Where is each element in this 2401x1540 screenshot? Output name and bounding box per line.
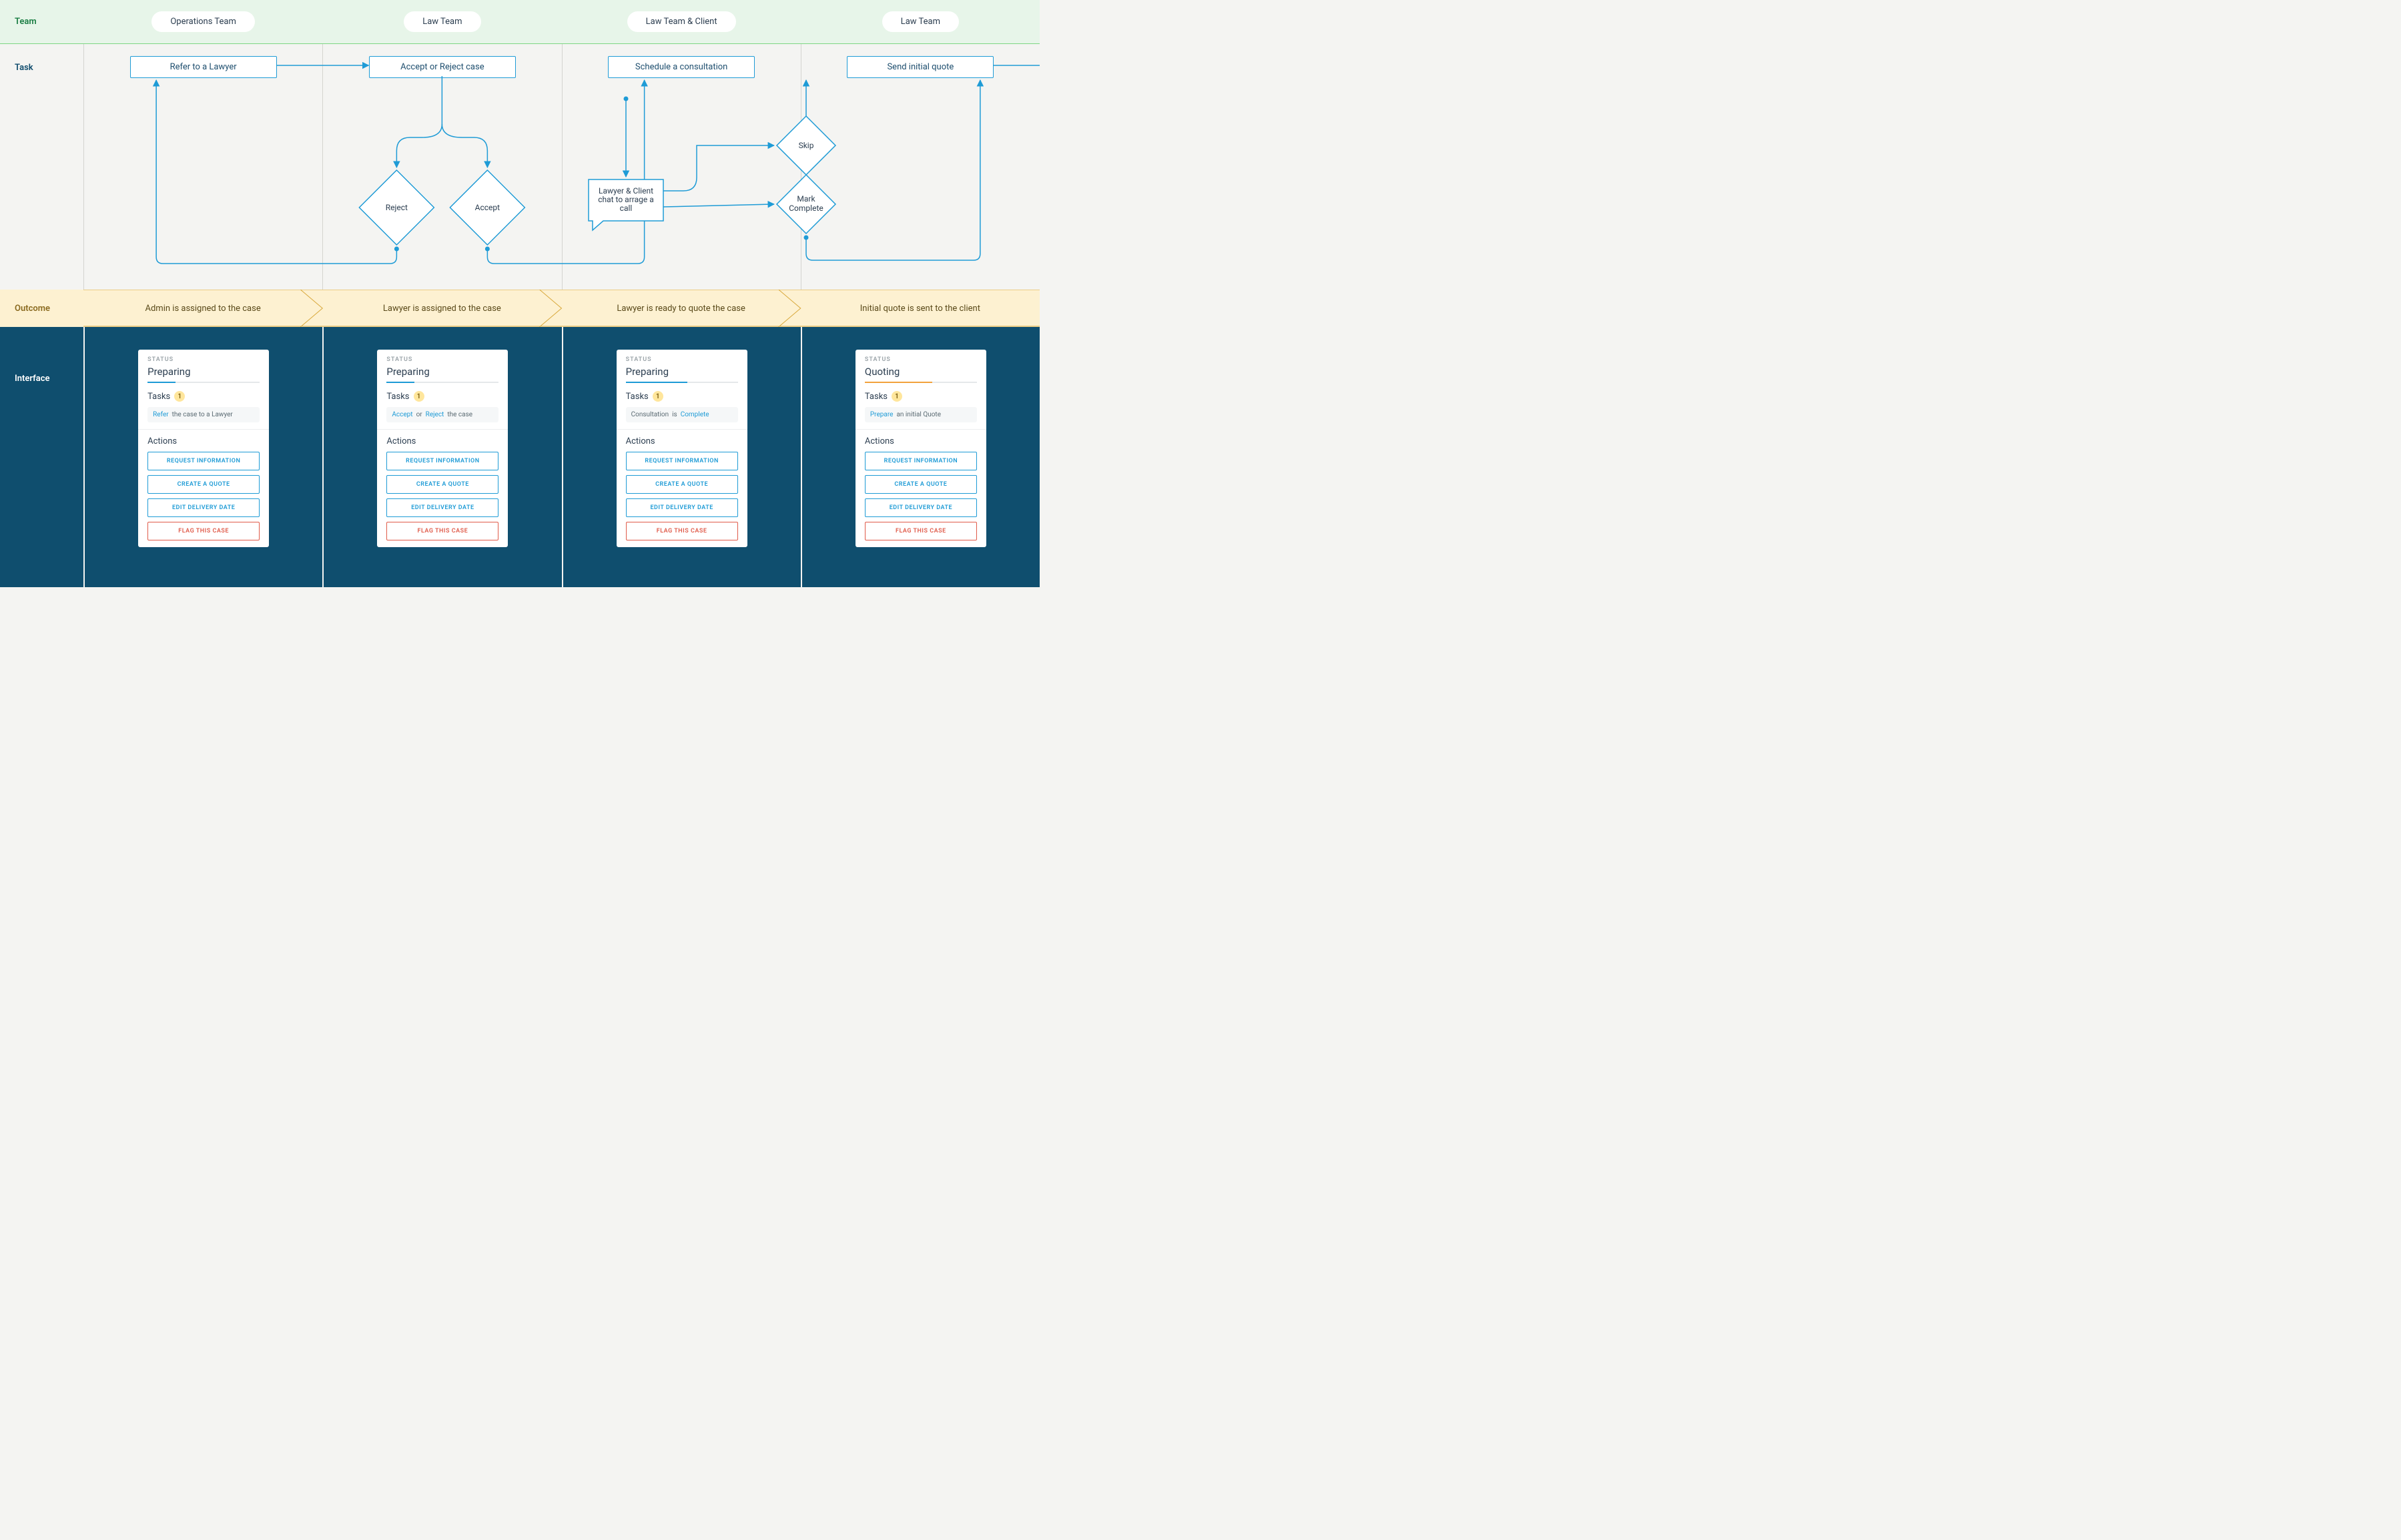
action-button[interactable]: EDIT DELIVERY DATE [865,498,977,517]
interface-row: Interface STATUS Preparing Tasks1 Referthe … [0,327,1040,587]
team-lane: Law Team [322,0,561,43]
status-value: Preparing [147,366,260,378]
task-box: Send initial quote [847,56,994,78]
task-label: Task [0,44,83,290]
action-button[interactable]: CREATE A QUOTE [626,475,738,494]
interface-lane: STATUS Preparing Tasks1 ConsultationisCompl… [562,327,801,587]
task-box: Accept or Reject case [369,56,516,78]
tasks-heading: Tasks1 [865,391,977,402]
tasks-heading: Tasks1 [147,391,260,402]
action-button[interactable]: FLAG THIS CASE [865,522,977,540]
task-lane: Accept or Reject case [322,44,561,290]
actions-heading: Actions [626,436,738,446]
team-pill: Law Team & Client [627,11,736,32]
status-value: Quoting [865,366,977,378]
team-lane: Law Team & Client [562,0,801,43]
action-button[interactable]: CREATE A QUOTE [147,475,260,494]
status-label: STATUS [147,356,260,363]
action-button[interactable]: EDIT DELIVERY DATE [626,498,738,517]
status-card: STATUS Preparing Tasks1 AcceptorRejectthe c… [377,350,508,547]
action-button[interactable]: EDIT DELIVERY DATE [147,498,260,517]
team-pill: Law Team [882,11,959,32]
task-box: Refer to a Lawyer [130,56,277,78]
status-card: STATUS Quoting Tasks1 Preparean initial Quo… [855,350,986,547]
task-lane: Send initial quote [801,44,1040,290]
status-value: Preparing [386,366,498,378]
status-label: STATUS [386,356,498,363]
team-pill: Law Team [404,11,480,32]
outcome-text: Lawyer is ready to quote the case [562,290,801,327]
status-card: STATUS Preparing Tasks1 Referthe case to a … [138,350,269,547]
tasks-heading: Tasks1 [386,391,498,402]
team-lane: Operations Team [83,0,322,43]
outcome-text: Admin is assigned to the case [83,290,322,327]
tasks-heading: Tasks1 [626,391,738,402]
team-lane: Law Team [801,0,1040,43]
status-card: STATUS Preparing Tasks1 ConsultationisCompl… [617,350,747,547]
status-value: Preparing [626,366,738,378]
task-count-badge: 1 [174,391,185,402]
team-row: Team Operations Team Law Team Law Team & C… [0,0,1040,44]
action-button[interactable]: FLAG THIS CASE [626,522,738,540]
task-line[interactable]: Preparean initial Quote [865,407,977,422]
task-row: Task Refer to a Lawyer Accept or Reject c… [0,44,1040,290]
actions-heading: Actions [865,436,977,446]
action-button[interactable]: CREATE A QUOTE [865,475,977,494]
task-lane: Schedule a consultation [562,44,801,290]
interface-lane: STATUS Preparing Tasks1 AcceptorRejectthe c… [322,327,561,587]
outcome-label: Outcome [0,290,83,327]
interface-lane: STATUS Quoting Tasks1 Preparean initial Quo… [801,327,1040,587]
outcome-text: Lawyer is assigned to the case [322,290,561,327]
action-button[interactable]: CREATE A QUOTE [386,475,498,494]
task-count-badge: 1 [414,391,424,402]
task-line[interactable]: Referthe case to a Lawyer [147,407,260,422]
interface-lane: STATUS Preparing Tasks1 Referthe case to a … [83,327,322,587]
action-button[interactable]: REQUEST INFORMATION [626,452,738,470]
outcome-text: Initial quote is sent to the client [801,290,1040,327]
task-line[interactable]: AcceptorRejectthe case [386,407,498,422]
action-button[interactable]: REQUEST INFORMATION [386,452,498,470]
task-lane: Refer to a Lawyer [83,44,322,290]
interface-label: Interface [0,327,83,587]
action-button[interactable]: EDIT DELIVERY DATE [386,498,498,517]
status-label: STATUS [626,356,738,363]
team-pill: Operations Team [151,11,255,32]
task-line[interactable]: ConsultationisComplete [626,407,738,422]
team-label: Team [0,0,83,43]
status-label: STATUS [865,356,977,363]
action-button[interactable]: FLAG THIS CASE [386,522,498,540]
action-button[interactable]: REQUEST INFORMATION [865,452,977,470]
task-count-badge: 1 [892,391,902,402]
task-box: Schedule a consultation [608,56,755,78]
task-count-badge: 1 [653,391,663,402]
action-button[interactable]: FLAG THIS CASE [147,522,260,540]
actions-heading: Actions [386,436,498,446]
outcome-row: Outcome Admin is assigned to the caseLaw… [0,290,1040,327]
actions-heading: Actions [147,436,260,446]
action-button[interactable]: REQUEST INFORMATION [147,452,260,470]
